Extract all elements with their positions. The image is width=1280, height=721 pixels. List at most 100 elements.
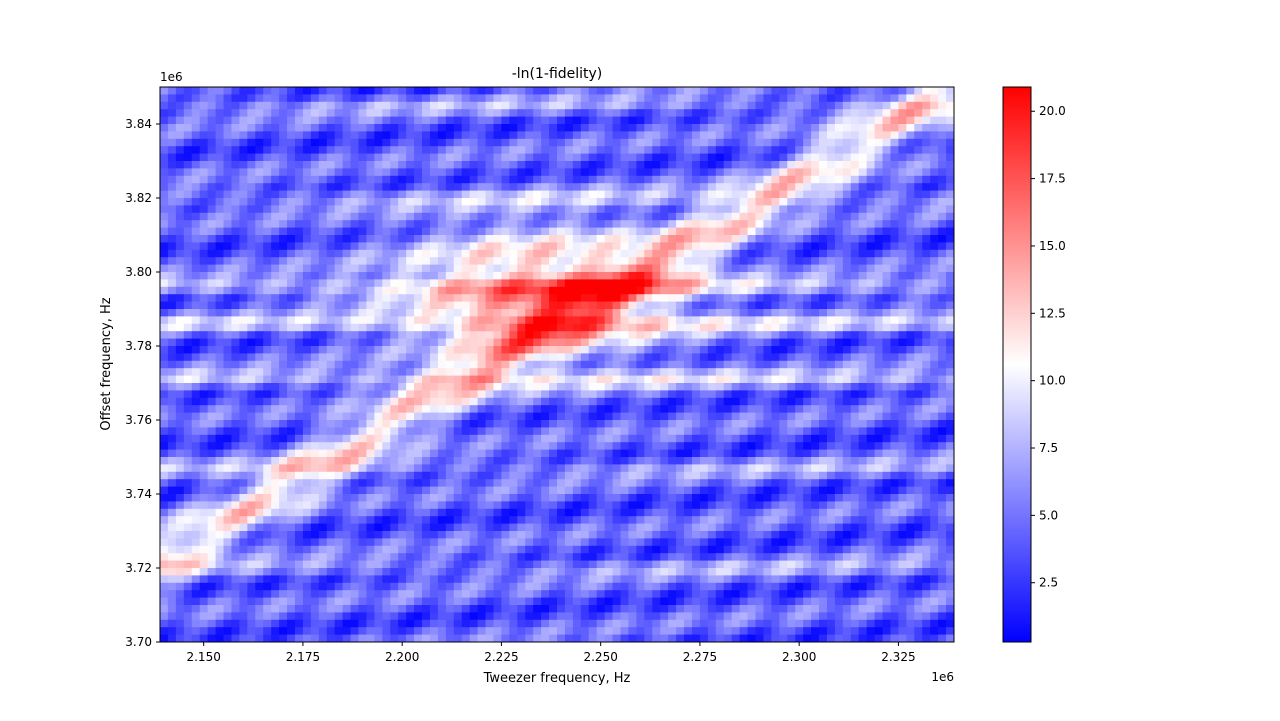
heatmap-cell [922,153,931,162]
heatmap-cell [858,249,868,258]
heatmap-cell [707,272,717,280]
heatmap-cell [588,375,598,384]
heatmap-cell [652,323,661,332]
heatmap-cell [620,405,630,414]
heatmap-cell [723,190,733,199]
heatmap-cell [414,405,423,414]
heatmap-cell [580,198,590,206]
heatmap-cell [390,360,399,369]
heatmap-cell [564,257,574,266]
heatmap-cell [263,338,272,347]
heatmap-cell [445,434,455,443]
heatmap-cell [167,183,177,192]
heatmap-cell [326,235,336,243]
heatmap-cell [882,264,892,273]
heatmap-cell [541,368,550,377]
heatmap-cell [541,235,550,243]
heatmap-cell [707,346,717,354]
heatmap-cell [850,220,860,229]
heatmap-cell [302,383,312,391]
heatmap-cell [636,279,645,288]
heatmap-cell [302,212,312,221]
heatmap-cell [318,434,328,443]
heatmap-cell [271,279,280,288]
heatmap-cell [644,131,653,140]
heatmap-cell [493,420,503,428]
heatmap-cell [366,161,375,169]
heatmap-cell [215,301,225,310]
heatmap-cell [231,368,240,377]
heatmap-cell [191,286,201,295]
heatmap-cell [580,235,590,243]
heatmap-cell [636,205,645,214]
heatmap-cell [390,220,399,229]
heatmap-cell [406,405,415,414]
heatmap-cell [239,309,248,317]
heatmap-cell [874,235,884,243]
heatmap-cell [763,420,772,428]
heatmap-cell [271,360,280,369]
heatmap-cell [811,412,820,421]
heatmap-cell [644,242,653,251]
heatmap-cell [493,124,503,132]
heatmap-cell [707,390,717,399]
heatmap-cell [850,264,860,273]
heatmap-cell [334,131,344,140]
heatmap-cell [310,442,320,451]
heatmap-cell [938,360,947,369]
heatmap-cell [676,434,685,443]
heatmap-cell [747,257,757,266]
heatmap-cell [739,235,749,243]
heatmap-cell [485,442,495,451]
heatmap-cell [509,294,518,303]
heatmap-cell [310,168,320,177]
heatmap-cell [334,338,344,347]
heatmap-cell [445,183,455,192]
heatmap-cell [334,449,344,458]
heatmap-cell [342,190,352,199]
heatmap-cell [763,316,772,325]
heatmap-cell [699,375,709,384]
heatmap-cell [477,434,487,443]
heatmap-cell [167,101,177,110]
heatmap-cell [175,301,185,310]
heatmap-cell [429,316,439,325]
heatmap-cell [787,309,796,317]
heatmap-cell [612,249,622,258]
heatmap-cell [723,360,733,369]
heatmap-cell [509,360,518,369]
heatmap-cell [160,212,169,221]
heatmap-cell [167,131,177,140]
heatmap-cell [350,87,360,95]
heatmap-cell [453,190,463,199]
heatmap-cell [398,323,407,332]
heatmap-cell [715,94,725,103]
heatmap-cell [215,294,225,303]
heatmap-cell [453,175,463,184]
heatmap-cell [668,331,677,340]
heatmap-cell [572,87,582,95]
heatmap-cell [255,220,264,229]
heatmap-cell [374,383,383,391]
heatmap-cell [350,94,360,103]
heatmap-cell [501,397,510,406]
heatmap-cell [271,116,280,125]
heatmap-cell [167,168,177,177]
heatmap-cell [509,331,518,340]
heatmap-cell [429,249,439,258]
heatmap-cell [580,161,590,169]
heatmap-cell [414,257,423,266]
heatmap-cell [580,249,590,258]
heatmap-cell [787,390,796,399]
heatmap-cell [493,153,503,162]
heatmap-cell [731,360,741,369]
heatmap-cell [914,397,923,406]
heatmap-cell [922,301,931,310]
heatmap-cell [453,168,463,177]
heatmap-cell [223,161,233,169]
heatmap-cell [437,175,447,184]
heatmap-cell [922,146,931,155]
heatmap-cell [469,242,479,251]
heatmap-cell [739,94,749,103]
heatmap-cell [310,420,320,428]
